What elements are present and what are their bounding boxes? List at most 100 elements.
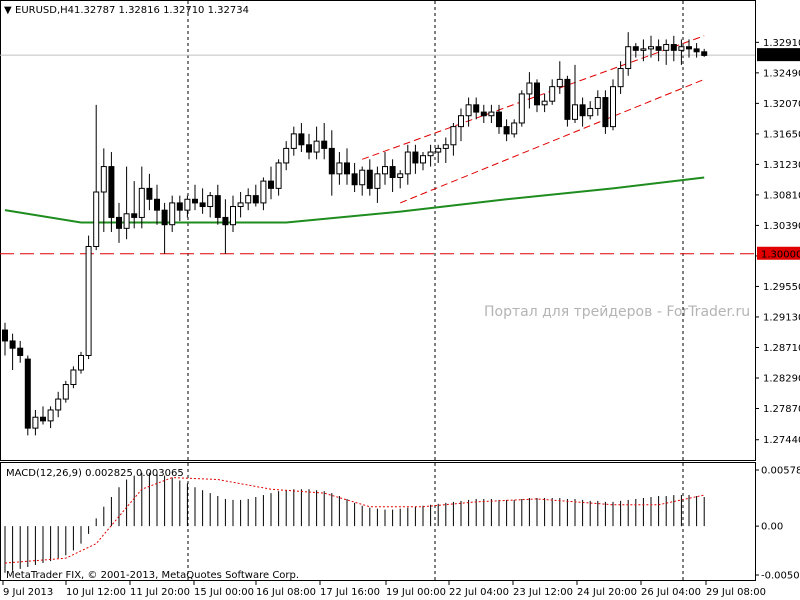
macd-tick-label: -0.00503 (761, 571, 800, 582)
price-tick-label: 1.27440 (763, 435, 800, 446)
bull-candle (648, 46, 654, 50)
time-tick-label: 19 Jul 00:00 (386, 587, 446, 598)
bear-candle (131, 213, 138, 218)
time-tick-label: 11 Jul 20:00 (130, 587, 190, 598)
bull-candle (78, 354, 84, 371)
bear-candle (632, 46, 639, 51)
bull-candle (290, 133, 297, 149)
bear-candle (344, 162, 350, 175)
bull-candle (62, 384, 69, 400)
bull-candle (404, 151, 411, 175)
candlesticks (2, 32, 708, 436)
time-tick-label: 26 Jul 04:00 (641, 587, 701, 598)
price-axis: 1.32910 1.32490 1.32070 1.31650 1.31230 1.308… (755, 38, 800, 446)
bull-candle (260, 180, 267, 204)
bull-candle (678, 46, 685, 51)
time-tick-label: 9 Jul 2013 (3, 587, 53, 598)
bear-candle (389, 166, 396, 178)
bull-candle (245, 195, 252, 204)
price-tick-label: 1.28710 (763, 343, 800, 354)
bull-candle (100, 166, 107, 193)
bull-candle (85, 245, 92, 356)
copyright-text: MetaTrader FIX, © 2001-2013, MetaQuotes … (6, 570, 299, 581)
bull-candle (587, 107, 594, 117)
macd-tick-label: 0.00578 (761, 466, 800, 477)
bull-candle (230, 206, 236, 226)
macd-tick-label: 0.00 (761, 522, 783, 533)
bear-candle (116, 216, 122, 229)
bear-candle (176, 202, 183, 211)
bear-candle (108, 166, 115, 218)
bear-candle (2, 329, 8, 342)
bull-candle (549, 86, 556, 102)
bear-candle (268, 180, 274, 189)
bear-candle (40, 416, 46, 422)
bull-candle (275, 162, 282, 189)
bull-candle (397, 173, 404, 178)
current-price-box (757, 48, 800, 62)
macd-signal-line (4, 477, 705, 564)
time-axis: 9 Jul 2013 10 Jul 12:00 11 Jul 20:00 15 Jul… (2, 581, 766, 598)
bull-candle (518, 93, 525, 124)
bull-candle (610, 86, 616, 128)
macd-indicator: 0.00578 0.00 -0.00503 (4, 466, 800, 582)
time-tick-label: 10 Jul 12:00 (66, 587, 126, 598)
price-tick-label: 1.27870 (763, 404, 800, 415)
time-tick-label: 22 Jul 04:00 (449, 587, 509, 598)
bull-candle (55, 398, 62, 411)
bear-candle (328, 147, 335, 175)
bear-candle (199, 202, 206, 208)
time-tick-label: 15 Jul 00:00 (194, 587, 254, 598)
bull-candle (640, 48, 647, 51)
bull-candle (359, 169, 366, 186)
watermark: Портал для трейдеров - ForTrader.ru (484, 304, 750, 320)
bear-candle (473, 104, 480, 113)
bull-candle (617, 67, 624, 88)
time-tick-label: 16 Jul 08:00 (256, 587, 316, 598)
bull-candle (458, 115, 464, 128)
bull-candle (442, 144, 449, 149)
bull-candle (556, 78, 563, 88)
bull-candle (237, 202, 244, 208)
bull-candle (207, 195, 214, 208)
bear-candle (214, 195, 221, 218)
chart-ohlc-values: 1.32787 1.32816 1.32710 1.32734 (74, 5, 249, 16)
bear-candle (321, 140, 328, 149)
bull-candle (427, 151, 434, 157)
bull-candle (435, 147, 442, 153)
price-tick-label: 1.30810 (763, 190, 800, 201)
time-tick-label: 23 Jul 12:00 (513, 587, 573, 598)
bull-candle (382, 166, 388, 175)
bear-candle (602, 97, 609, 128)
bear-candle (154, 198, 160, 211)
bull-candle (488, 111, 495, 117)
macd-pane-frame (0, 462, 756, 581)
bear-candle (701, 51, 708, 56)
bear-candle (24, 358, 31, 429)
bear-candle (534, 82, 540, 106)
bear-candle (351, 173, 358, 186)
bear-candle (564, 78, 571, 120)
bear-candle (579, 104, 586, 117)
price-tick-label: 1.30390 (763, 221, 800, 232)
level-price-label: 1.30000 (761, 249, 800, 260)
bull-candle (526, 82, 533, 95)
bear-candle (222, 216, 229, 226)
bull-candle (541, 100, 548, 106)
time-tick-label: 24 Jul 20:00 (577, 587, 637, 598)
price-tick-label: 1.31230 (763, 160, 800, 171)
bear-candle (366, 169, 373, 189)
bull-candle (465, 104, 472, 117)
bear-candle (17, 347, 24, 356)
price-tick-label: 1.29550 (763, 282, 800, 293)
bull-candle (32, 416, 39, 429)
bear-candle (480, 111, 487, 117)
time-tick-label: 29 Jul 08:00 (706, 587, 766, 598)
price-tick-label: 1.32070 (763, 99, 800, 110)
bull-candle (138, 187, 145, 218)
bear-candle (161, 209, 168, 226)
bull-candle (420, 155, 426, 164)
price-tick-label: 1.31650 (763, 129, 800, 140)
bull-candle (374, 173, 381, 189)
